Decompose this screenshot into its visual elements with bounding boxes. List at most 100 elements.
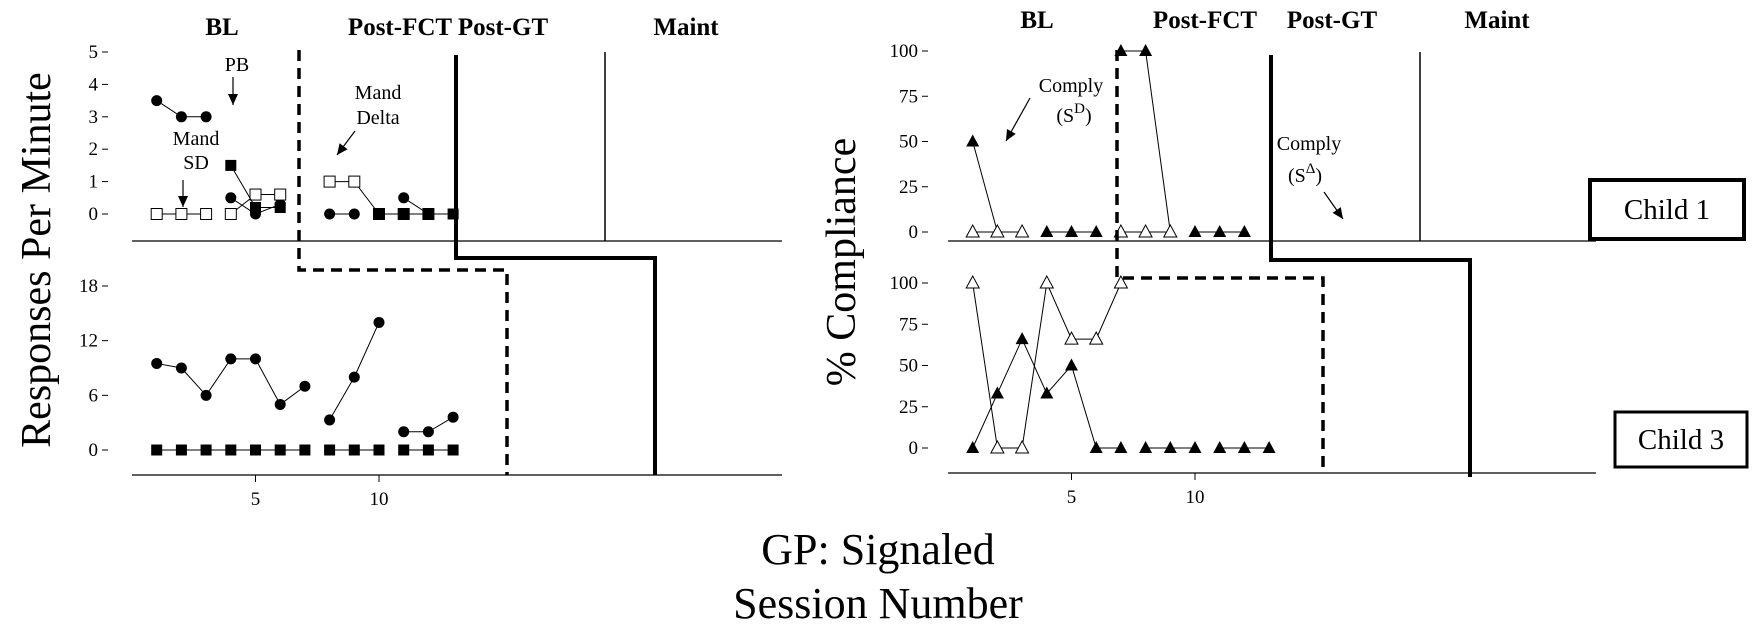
left-bottom-data-point [348,371,360,383]
right-bottom-x-tick-label: 10 [1186,487,1205,508]
right-top-data-point [1188,225,1202,237]
right-bottom-data-point [1039,274,1055,289]
left-bottom-data-point [225,444,237,456]
left-top-series-line [230,165,281,209]
right-top-series-line [972,141,1023,233]
annotation-comply-sd-line2: (SD) [1056,101,1091,127]
left-bottom-data-point [348,444,360,456]
right-bottom-data-point [1064,331,1079,345]
child-3-label: Child 3 [1638,424,1724,456]
y-axis-label-right: % Compliance [819,138,865,386]
right-bottom-data-point [1262,441,1276,453]
right-bottom-data-point [1188,441,1202,453]
right-bottom-data-point [1015,332,1029,345]
left-bottom-data-point [373,316,385,328]
left-bottom-data-point [422,444,434,456]
right-top-series-0 [966,44,1251,237]
right-bottom-data-point [1163,441,1177,453]
left-bottom-y-tick-label: 0 [89,440,99,461]
left-top-y-tick-label: 4 [89,74,99,95]
left-top-series-1 [150,175,435,220]
right-phase-label: Maint [1464,7,1530,34]
right-top-data-point [1213,225,1227,237]
right-top-data-point [1162,223,1178,238]
left-bottom-data-point [299,444,311,456]
left-top-data-point [175,111,187,123]
annotation-comply-sdelta-line2: (SΔ) [1288,161,1322,187]
left-top-data-point [225,159,237,171]
left-top-series-2 [225,159,459,220]
right-bottom-data-point [1139,441,1153,453]
left-bottom-data-point [373,444,385,456]
right-top-data-point [1040,225,1054,237]
left-top-data-point [225,192,237,204]
right-bottom-data-point [1089,441,1103,453]
right-top-data-point [990,223,1005,238]
left-top-data-point [324,208,336,220]
left-bottom-data-point [175,444,187,456]
left-bottom-data-point [398,444,410,456]
annotation-mand-sd-line1: Mand [173,128,220,150]
left-top-data-point [175,208,188,220]
right-bottom-series-line [972,281,1122,449]
left-bottom-data-point [250,444,261,456]
arrow-comply-sd [1005,97,1031,142]
left-top-data-point [447,208,459,220]
x-footer-line1: GP: Signaled [761,525,994,574]
right-top-data-point [966,134,980,147]
right-bottom-y-tick-label: 75 [899,314,918,335]
left-bottom-data-point [422,426,434,438]
right-phase-line-gt [1269,55,1472,477]
left-bottom-data-point [274,398,286,410]
right-bottom-data-point [966,441,980,453]
left-top-data-point [150,208,163,220]
left-top-data-point [323,175,336,188]
arrow-mand-sd [178,180,188,207]
left-bottom-series-line [329,322,380,421]
right-top-data-point [1065,225,1078,237]
right-phase-label: BL [1020,7,1053,34]
right-top-y-tick-label: 0 [909,222,919,243]
left-top-data-point [274,188,287,201]
left-bottom-data-point [324,444,336,456]
left-phase-label: BL [205,14,238,41]
right-chart: BL Post-FCT Post-GT Maint 0 25 50 75 100 0 25 50 75 1… [890,7,1596,508]
child-1-label: Child 1 [1624,194,1710,226]
left-bottom-x-tick-label: 5 [251,489,261,510]
left-bottom-y-tick-label: 12 [79,331,98,352]
right-bottom-data-point [965,274,981,289]
arrow-mand-delta [336,130,356,156]
left-bottom-data-point [250,353,261,365]
child-3-box: Child 3 [1613,410,1749,469]
left-top-data-point [348,175,361,188]
right-bottom-data-point [1040,386,1054,399]
annotation-mand-sd-line2: SD [183,152,209,174]
left-top-y-tick-label: 5 [89,42,99,63]
left-phase-label: Post-GT [458,14,549,41]
left-bottom-data-point [175,362,187,374]
right-top-data-point [1014,223,1030,238]
right-bottom-y-tick-label: 100 [890,273,919,294]
left-bottom-data-point [225,353,237,365]
left-bottom-data-point [398,426,410,438]
left-bottom-series-0 [151,316,459,438]
left-bottom-data-point [447,444,459,456]
right-bottom-series-1 [965,274,1129,454]
left-top-data-point [224,208,237,220]
left-top-data-point [200,208,213,220]
x-footer-line2: Session Number [733,579,1023,628]
right-bottom-y-tick-label: 50 [899,356,918,377]
right-bottom-series-0 [966,332,1276,453]
right-bottom-data-point [990,386,1004,399]
left-top-data-point [151,95,163,107]
right-bottom-data-point [1114,441,1128,453]
right-phase-label: Post-GT [1287,7,1378,34]
right-bottom-y-tick-label: 0 [909,438,919,459]
right-bottom-y-tick-label: 25 [899,397,918,418]
left-bottom-data-point [151,444,163,456]
right-top-data-point [1138,223,1153,238]
right-top-y-tick-label: 50 [899,132,918,153]
right-bottom-data-point [1065,358,1078,371]
left-top-data-point [422,208,434,220]
